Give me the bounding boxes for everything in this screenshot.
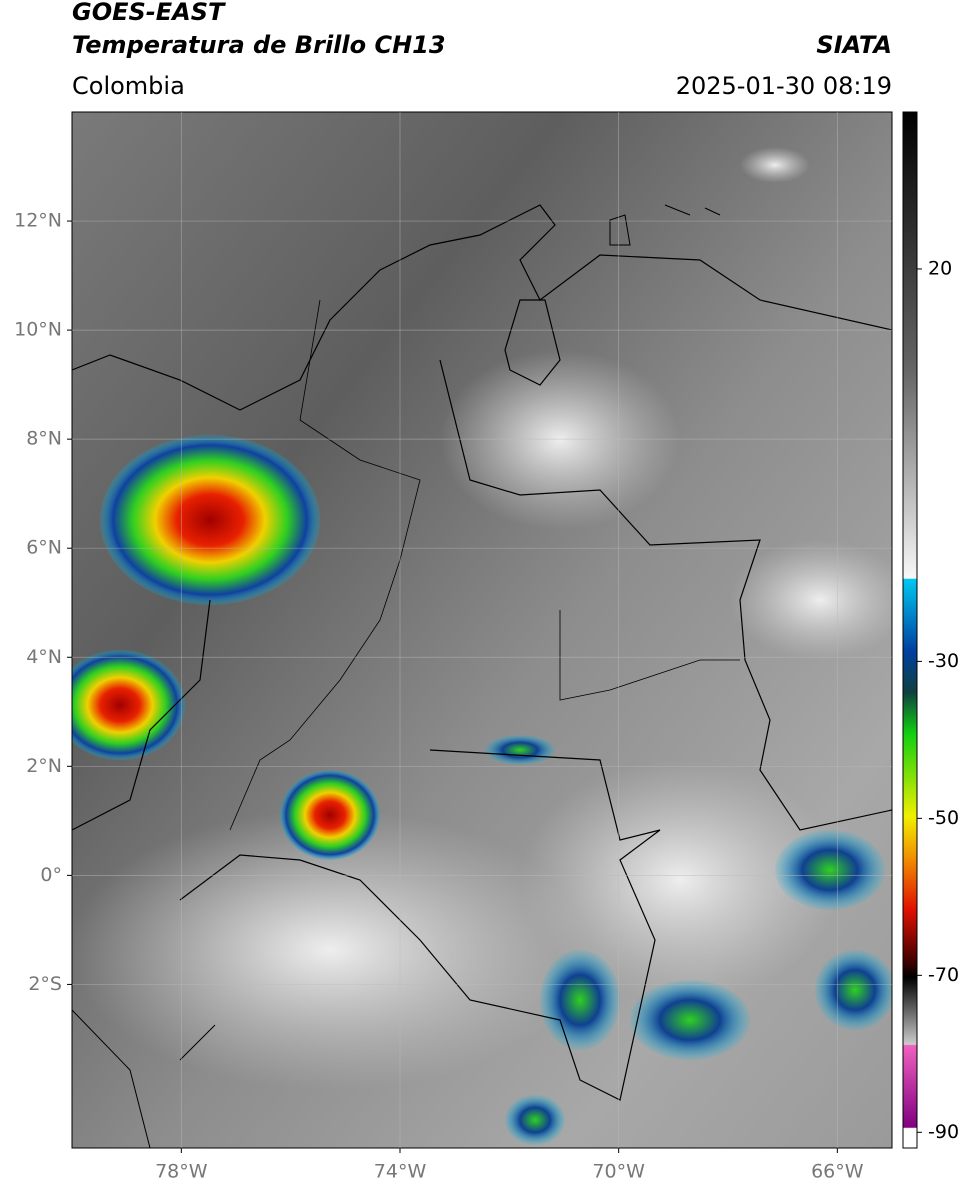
y-tick-label: 2°S (28, 973, 62, 995)
title-line2: Temperatura de Brillo CH13 (72, 31, 446, 59)
y-tick-label: 4°N (26, 646, 62, 668)
x-tick-label: 66°W (811, 1161, 864, 1183)
y-tick-label: 2°N (26, 755, 62, 777)
x-tick-label: 70°W (592, 1161, 645, 1183)
region: Colombia (72, 72, 185, 100)
datetime: 2025-01-30 08:19 (676, 72, 892, 100)
x-tick-label: 74°W (374, 1161, 427, 1183)
y-tick-label: 6°N (26, 537, 62, 559)
x-tick-label: 78°W (155, 1161, 208, 1183)
colorbar-tick-label: -50 (928, 807, 959, 829)
satellite-image (72, 112, 892, 1148)
source: SIATA (816, 31, 892, 59)
map-frame (71, 111, 893, 1149)
y-tick-label: 12°N (14, 210, 62, 232)
colorbar (902, 111, 918, 1149)
y-tick-label: 8°N (26, 428, 62, 450)
colorbar-tick-label: -70 (928, 964, 959, 986)
title-line1: GOES-EAST (72, 0, 226, 26)
y-tick-label: 10°N (14, 319, 62, 341)
y-tick-label: 0° (40, 864, 62, 886)
colorbar-tick-label: -30 (928, 650, 959, 672)
colorbar-tick-label: -90 (928, 1121, 959, 1143)
colorbar-tick-label: 20 (928, 257, 952, 279)
